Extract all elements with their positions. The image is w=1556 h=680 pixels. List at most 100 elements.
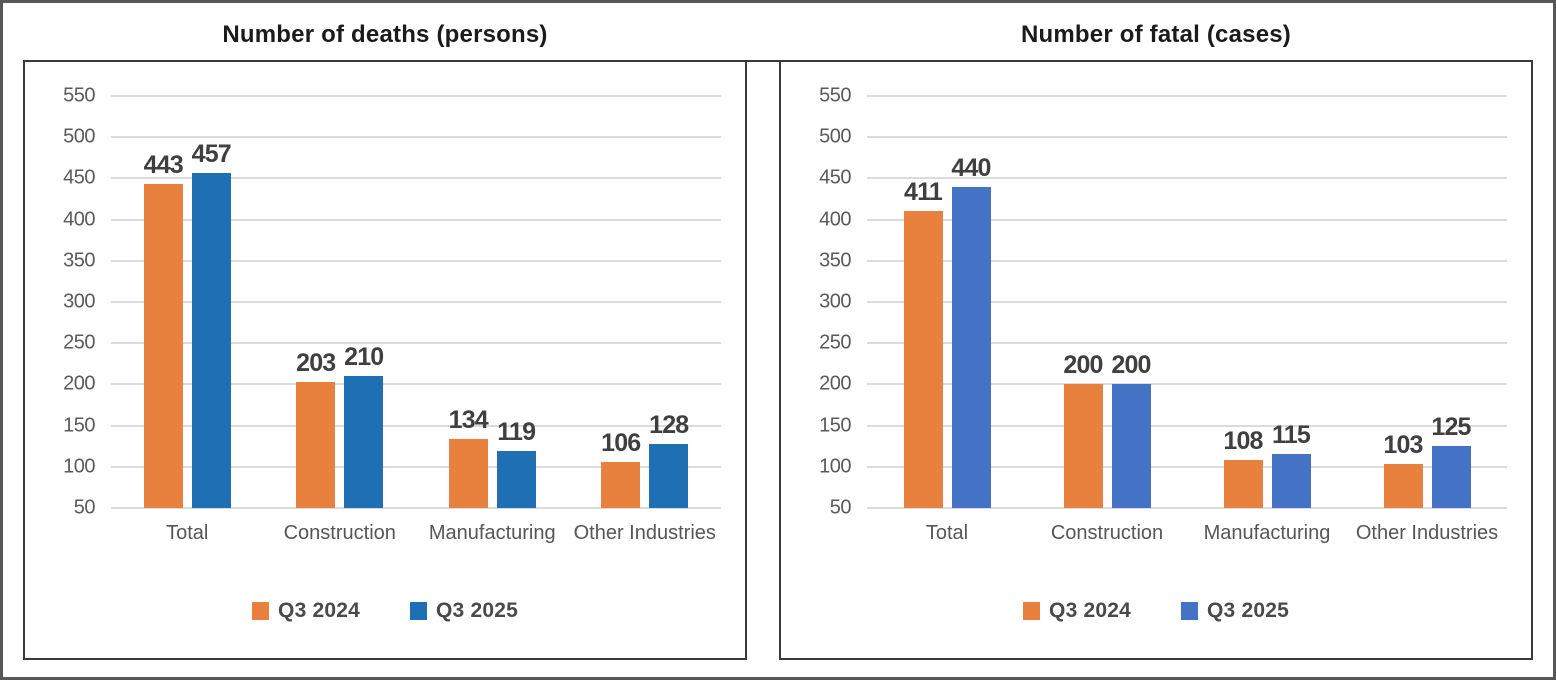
bar-value-label: 119 — [497, 418, 536, 447]
y-axis-tick-label: 50 — [829, 496, 852, 519]
bar-q3-2025: 210 — [344, 343, 384, 508]
bar-value-label: 457 — [191, 139, 232, 168]
chart-section-fatal: Number of fatal (cases) 550 500 450 400 350 3… — [779, 8, 1533, 660]
category-label: Manufacturing — [1203, 522, 1331, 544]
gridline — [867, 136, 1507, 139]
y-axis-tick-label: 550 — [63, 84, 95, 107]
y-axis-tick-label: 350 — [819, 249, 851, 272]
legend-swatch — [410, 602, 427, 620]
gridline — [867, 507, 1507, 509]
gridline — [111, 465, 721, 468]
y-axis-tick-label: 50 — [73, 496, 96, 519]
legend-swatch — [1181, 602, 1198, 620]
bar-group-manufacturing: 134 119 — [416, 96, 569, 508]
bar-value-label: 411 — [904, 177, 943, 206]
bar-value-label: 200 — [1063, 351, 1103, 380]
legend-swatch — [1023, 602, 1041, 620]
plot-area: 550 500 450 400 350 300 250 200 150 100 50 443 457 20… — [25, 62, 745, 519]
bar-q3-2024: 103 — [1383, 431, 1423, 508]
chart-panel-fatal: 550 500 450 400 350 300 250 200 150 100 50 411 440 20… — [779, 60, 1533, 660]
legend-label: Q3 2025 — [436, 599, 518, 622]
bar-group-other-industries: 106 128 — [569, 96, 722, 508]
legend-swatch — [252, 602, 270, 620]
legend-item: Q3 2024 — [1023, 599, 1131, 623]
charts-row: Number of deaths (persons) 550 500 450 400 3… — [23, 8, 1533, 660]
gridline — [867, 259, 1507, 262]
bar-group-manufacturing: 108 115 — [1187, 96, 1347, 508]
bar-q3-2025: 119 — [496, 418, 536, 508]
category-label: Construction — [1050, 522, 1164, 544]
gridline — [111, 259, 721, 262]
bar-q3-2024: 443 — [144, 151, 184, 508]
legend: Q3 2024 Q3 2025 — [25, 599, 745, 623]
gridline — [867, 95, 1507, 97]
gridline — [867, 342, 1507, 345]
y-axis-tick-label: 200 — [63, 372, 95, 395]
bar-value-label: 128 — [649, 410, 689, 439]
y-axis-tick-label: 500 — [63, 125, 95, 148]
legend-item: Q3 2025 — [1181, 599, 1289, 623]
gridline — [867, 383, 1507, 386]
category-label: Construction — [283, 522, 396, 544]
bars-layer: 411 440 200 200 108 115 103 125 — [867, 96, 1507, 508]
gridline — [867, 177, 1507, 180]
category-label: Total — [166, 522, 209, 544]
gridline — [111, 383, 721, 386]
bar-q3-2025: 200 — [1111, 351, 1151, 508]
y-axis-tick-label: 250 — [63, 331, 95, 354]
category-label: Total — [925, 522, 969, 544]
bar-group-construction: 203 210 — [264, 96, 417, 508]
y-axis-tick-label: 100 — [819, 455, 851, 478]
bars-layer: 443 457 203 210 134 119 106 128 — [111, 96, 721, 508]
bar-value-label: 115 — [1272, 421, 1311, 450]
y-axis-tick-label: 450 — [819, 166, 851, 189]
bar-value-label: 443 — [143, 151, 184, 180]
bar-value-label: 200 — [1111, 351, 1151, 380]
bar-q3-2025: 115 — [1271, 421, 1311, 508]
gridline — [867, 218, 1507, 221]
gridline — [867, 424, 1507, 427]
gridline — [111, 95, 721, 97]
bar-value-label: 210 — [344, 343, 384, 372]
gridline — [111, 507, 721, 509]
legend-item: Q3 2024 — [252, 599, 360, 623]
y-axis-tick-label: 150 — [63, 414, 95, 437]
legend-label: Q3 2025 — [1207, 599, 1289, 622]
chart-section-deaths: Number of deaths (persons) 550 500 450 400 3… — [23, 8, 747, 660]
grid-area: 550 500 450 400 350 300 250 200 150 100 50 411 440 20… — [819, 85, 1507, 519]
bar-q3-2024: 108 — [1223, 427, 1263, 508]
bar-q3-2024: 411 — [903, 178, 943, 508]
legend-item: Q3 2025 — [410, 599, 518, 623]
y-axis-tick-label: 100 — [63, 455, 95, 478]
gridline — [111, 218, 721, 221]
plot-area: 550 500 450 400 350 300 250 200 150 100 50 411 440 20… — [781, 62, 1531, 519]
legend: Q3 2024 Q3 2025 — [781, 599, 1531, 623]
y-axis-tick-label: 200 — [819, 372, 851, 395]
y-axis-tick-label: 150 — [819, 414, 851, 437]
y-axis-tick-label: 250 — [819, 331, 851, 354]
gridline — [111, 342, 721, 345]
bar-value-label: 125 — [1431, 413, 1471, 442]
chart-panel-deaths: 550 500 450 400 350 300 250 200 150 100 50 443 457 20… — [23, 60, 747, 660]
gridline — [111, 177, 721, 180]
gridline — [111, 301, 721, 303]
bar-q3-2024: 106 — [601, 429, 641, 508]
gridline — [867, 465, 1507, 468]
gridline — [111, 136, 721, 139]
category-label: Manufacturing — [428, 522, 556, 544]
y-axis-tick-label: 400 — [819, 208, 851, 231]
y-axis-tick-label: 400 — [63, 208, 95, 231]
category-axis: Total Construction Manufacturing Other Indu… — [867, 522, 1507, 545]
y-axis-tick-label: 500 — [819, 125, 851, 148]
legend-label: Q3 2024 — [1049, 599, 1131, 622]
y-axis-tick-label: 350 — [63, 249, 95, 272]
bar-group-other-industries: 103 125 — [1347, 96, 1507, 508]
bar-q3-2024: 203 — [296, 349, 336, 508]
gridline — [867, 301, 1507, 303]
bar-value-label: 108 — [1223, 427, 1263, 456]
legend-label: Q3 2024 — [278, 599, 360, 622]
bar-value-label: 106 — [601, 428, 641, 457]
y-axis-tick-label: 300 — [63, 290, 95, 313]
bar-value-label: 203 — [296, 348, 336, 377]
